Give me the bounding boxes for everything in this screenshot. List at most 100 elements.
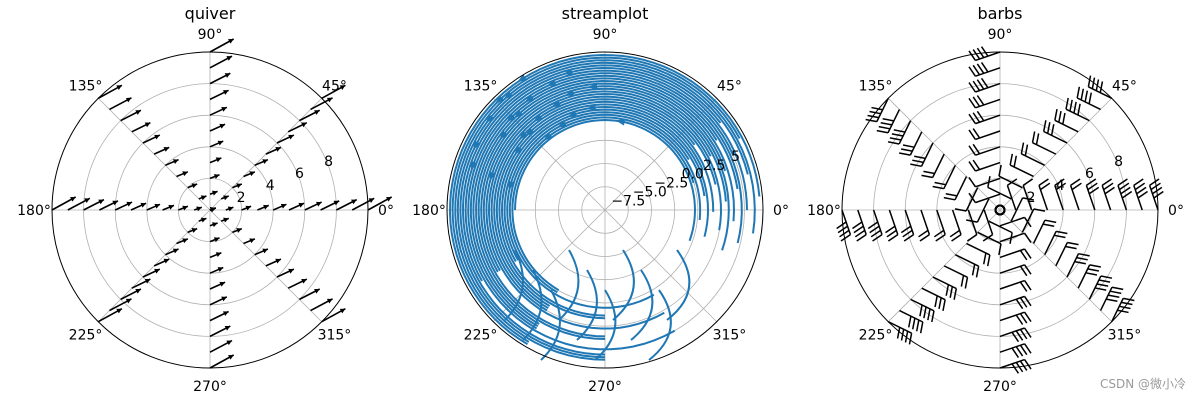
barb-flag — [1104, 186, 1115, 195]
quiver-arrows — [51, 38, 393, 369]
quiver-arrowhead — [275, 258, 281, 264]
barb-shaft — [975, 193, 1001, 204]
quiver-arrowhead — [314, 110, 320, 115]
barb-flag — [1023, 232, 1032, 244]
barb-flag — [1087, 182, 1098, 191]
quiver-arrowhead — [228, 38, 234, 44]
streamline — [576, 269, 598, 341]
barb-flag — [919, 304, 923, 317]
barb-flag — [1109, 290, 1122, 295]
streamline — [522, 269, 543, 341]
barb-flag — [871, 106, 883, 111]
barb-flag — [1065, 245, 1077, 250]
barb-flag — [976, 95, 985, 106]
barb-flag — [1111, 286, 1124, 291]
quiver-arrowhead — [219, 123, 226, 129]
barb-flag — [982, 252, 987, 265]
quiver-arrowhead — [222, 311, 229, 317]
barb-shaft — [999, 216, 1025, 227]
barb-flag — [1117, 309, 1129, 314]
theta-tick-label: 270° — [983, 379, 1017, 395]
quiver-arrowhead — [112, 200, 118, 206]
streamlines — [448, 53, 761, 361]
barb-flag — [1071, 182, 1082, 191]
r-tick-label: −7.5 — [611, 193, 645, 209]
barb-flag — [1022, 197, 1034, 201]
barb-flag — [1070, 178, 1081, 187]
barb-flag — [972, 64, 981, 76]
streamline-arrow — [495, 95, 505, 104]
barb-flag — [931, 310, 935, 323]
barb-flag — [972, 96, 981, 107]
polar-frame — [51, 51, 369, 369]
barb-flag — [876, 129, 889, 134]
barb-flag — [1094, 287, 1107, 291]
barb-flag — [1073, 101, 1077, 114]
barb-flag — [934, 295, 938, 308]
quiver-arrowhead — [213, 237, 220, 243]
r-tick-label: 6 — [1085, 166, 1094, 182]
theta-tick-label: 180° — [17, 203, 51, 219]
barb-flag — [998, 164, 1002, 177]
streamline — [648, 289, 672, 361]
barb-flag — [1054, 234, 1066, 239]
barb-flag — [878, 125, 891, 130]
barb-flag — [1121, 190, 1133, 199]
quiver-arrowhead — [339, 308, 346, 314]
streamline-arrow — [514, 109, 524, 119]
barb-shaft — [967, 209, 978, 235]
quiver-arrowhead — [135, 288, 141, 294]
quiver-arrowhead — [163, 147, 170, 152]
barb-flag — [972, 128, 981, 139]
barb-shaft — [983, 209, 994, 235]
barb-flag — [885, 225, 896, 234]
grid-circle — [558, 163, 652, 257]
streamline-arrow — [533, 113, 543, 122]
barb-flag — [1099, 81, 1104, 93]
barb-flag — [1085, 272, 1098, 276]
barb-flag — [968, 50, 977, 61]
theta-tick-label: 180° — [412, 203, 446, 219]
barb-flag — [1031, 131, 1036, 143]
barb-flag — [887, 141, 900, 145]
quiver-arrowhead — [301, 278, 307, 284]
barb-flag — [854, 229, 866, 238]
barb-shaft — [975, 177, 1001, 188]
barb-flag — [972, 112, 981, 123]
barb-flag — [1117, 178, 1128, 187]
quiver-arrowhead — [217, 140, 224, 146]
quiver-arrowhead — [236, 228, 242, 233]
barb-flag — [1022, 178, 1034, 187]
barb-flag — [904, 331, 909, 343]
r-tick-label: 8 — [1114, 154, 1123, 170]
quiver-arrowhead — [298, 202, 305, 208]
quiver-arrowhead — [326, 298, 333, 304]
barb-flag — [1019, 344, 1028, 356]
barb-flag — [943, 196, 956, 201]
quiver-arrowhead — [116, 308, 122, 314]
streamplot-panel: streamplot −7.5−5.0−2.50.02.5 5 0° 45° 90° 13… — [412, 4, 789, 395]
streamline — [666, 249, 691, 321]
barb-flag — [968, 66, 977, 77]
barb-flag — [1046, 122, 1051, 134]
barb-flag — [975, 266, 980, 278]
quiver-arrowhead — [163, 258, 170, 264]
barb-flag — [1019, 281, 1028, 292]
quiver-arrowhead — [191, 183, 198, 189]
streamline-arrow — [489, 171, 496, 182]
barb-flag — [976, 63, 985, 74]
barb-flag — [1067, 241, 1079, 246]
barb-flag — [1089, 264, 1101, 268]
barb-flag — [1120, 186, 1131, 195]
barb-flag — [1042, 120, 1047, 132]
barb-flag — [1077, 103, 1081, 116]
grid-circle — [581, 186, 629, 234]
barb-flag — [1042, 223, 1055, 228]
barb-flag — [918, 229, 929, 238]
quiver-arrowhead — [200, 217, 207, 223]
streamline-arrow — [506, 113, 516, 123]
barb-flag — [980, 77, 989, 89]
barb-flag — [1076, 86, 1081, 99]
r-tick-label: 4 — [1056, 178, 1065, 194]
barb-flag — [1023, 311, 1032, 323]
